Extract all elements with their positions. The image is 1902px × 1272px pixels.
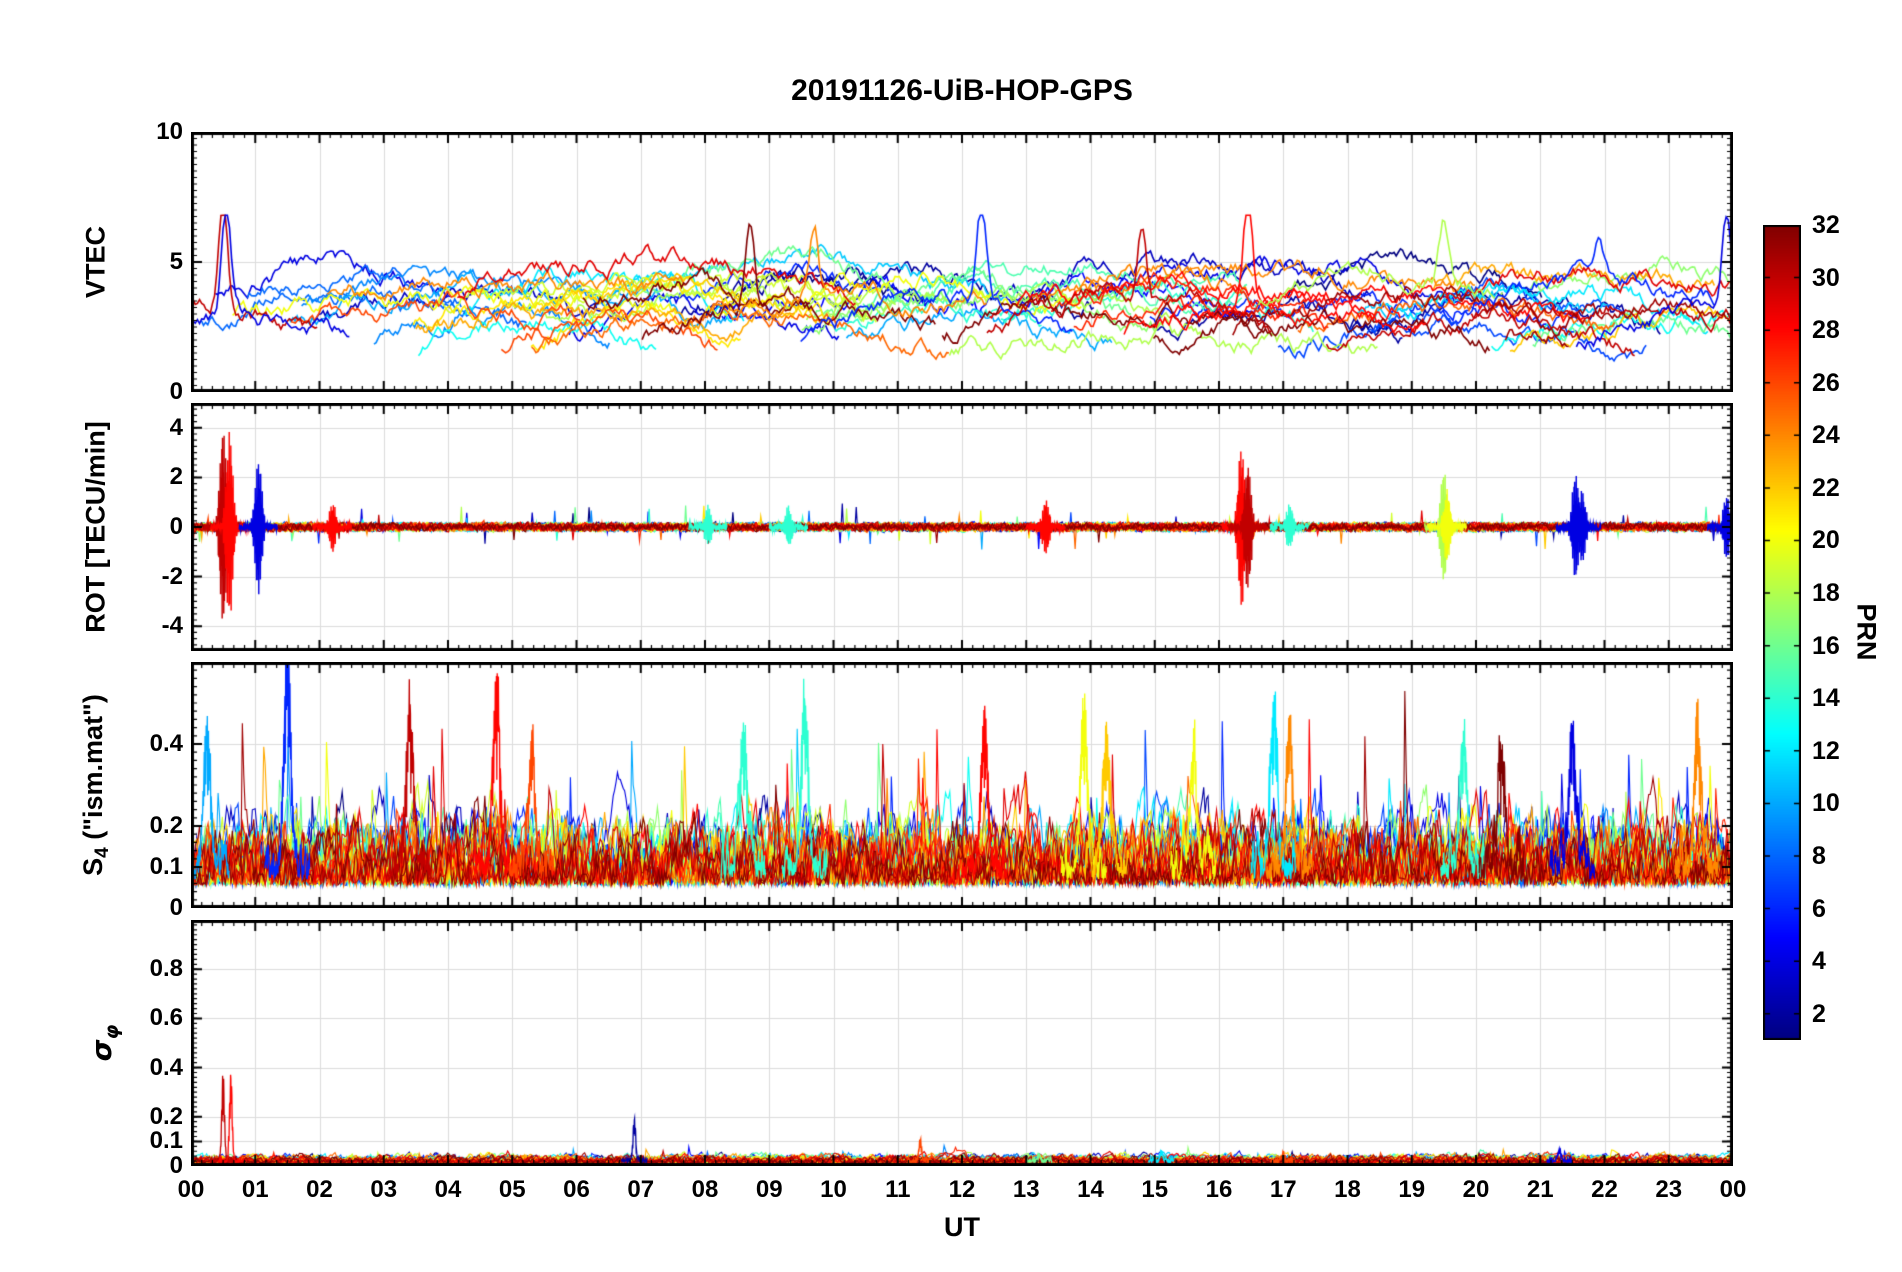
x-tick-label: 03: [370, 1176, 398, 1203]
ylabel-s4: S4 ("ism.mat"): [78, 694, 114, 876]
x-axis-label: UT: [944, 1212, 980, 1242]
x-tick-label: 15: [1141, 1176, 1169, 1203]
x-tick-label: 09: [755, 1176, 783, 1203]
x-tick-label: 21: [1526, 1176, 1554, 1203]
colorbar-tick-label: 26: [1812, 368, 1840, 397]
y-tick-label: 0.1: [149, 1127, 183, 1155]
x-tick-label: 05: [498, 1176, 526, 1203]
x-tick-label: 04: [434, 1176, 462, 1203]
x-tick-label: 20: [1462, 1176, 1490, 1203]
y-tick-label: 0: [169, 1152, 183, 1179]
y-tick-label: -4: [161, 612, 183, 640]
x-tick-label: 12: [948, 1176, 976, 1203]
colorbar-tick-label: 10: [1812, 789, 1840, 818]
colorbar-tick-label: 24: [1812, 421, 1840, 450]
y-tick-label: 0.8: [149, 955, 183, 983]
x-tick-label: 08: [691, 1176, 719, 1203]
colorbar-tick-label: 6: [1812, 894, 1826, 923]
x-tick-label: 07: [627, 1176, 655, 1203]
x-tick-label: 06: [563, 1176, 590, 1203]
x-tick-label: 23: [1655, 1176, 1683, 1203]
y-tick-label: 0: [169, 894, 183, 921]
x-tick-label: 18: [1334, 1176, 1361, 1203]
vtec-panel-canvas: [191, 132, 1733, 392]
colorbar-tick-label: 22: [1812, 473, 1840, 502]
colorbar-tick-label: 32: [1812, 211, 1840, 239]
y-tick-label: 0: [169, 378, 183, 405]
y-tick-label: 0.2: [149, 812, 183, 839]
colorbar-tick-label: 2: [1812, 999, 1826, 1028]
x-tick-label: 02: [306, 1176, 333, 1203]
colorbar-tick-label: 8: [1812, 841, 1826, 870]
y-tick-label: 5: [169, 248, 183, 275]
x-tick-label: 13: [1012, 1176, 1040, 1203]
colorbar-tick-label: 12: [1812, 736, 1840, 765]
y-tick-label: 0.4: [149, 1053, 183, 1081]
y-tick-label: 2: [169, 463, 183, 491]
y-tick-label: 0.2: [149, 1102, 183, 1130]
y-tick-label: 0: [169, 513, 183, 540]
x-tick-label: 14: [1077, 1176, 1104, 1203]
colorbar-tick-label: 20: [1812, 526, 1840, 555]
y-tick-label: 4: [169, 413, 183, 441]
colorbar-gradient: [1763, 225, 1801, 1040]
s4-panel-canvas: [191, 662, 1733, 908]
y-tick-label: 0.4: [149, 730, 183, 757]
x-tick-label: 01: [241, 1176, 269, 1203]
colorbar-tick-label: 14: [1812, 684, 1840, 713]
colorbar-tick-label: 4: [1812, 947, 1826, 976]
x-tick-label: 19: [1398, 1176, 1426, 1203]
colorbar-tick-label: 16: [1812, 631, 1840, 660]
x-tick-label: 11: [885, 1176, 911, 1203]
colorbar-tick-label: 28: [1812, 316, 1840, 345]
chart-title: 20191126-UiB-HOP-GPS: [791, 74, 1133, 107]
y-tick-label: -2: [161, 562, 183, 590]
x-tick-label: 00: [1719, 1176, 1747, 1203]
x-tick-label: 16: [1205, 1176, 1233, 1203]
x-tick-label: 10: [820, 1176, 847, 1203]
x-tick-label: 00: [177, 1176, 205, 1203]
y-tick-label: 0.6: [149, 1004, 183, 1032]
x-tick-label: 17: [1269, 1176, 1297, 1203]
rot-panel-canvas: [191, 403, 1733, 651]
y-tick-label: 0.1: [149, 853, 183, 880]
y-tick-label: 10: [156, 118, 183, 145]
x-tick-label: 22: [1591, 1176, 1618, 1203]
sigma-phi-panel-canvas: [191, 920, 1733, 1166]
colorbar-tick-label: 18: [1812, 579, 1840, 608]
colorbar-tick-label: 30: [1812, 263, 1840, 292]
